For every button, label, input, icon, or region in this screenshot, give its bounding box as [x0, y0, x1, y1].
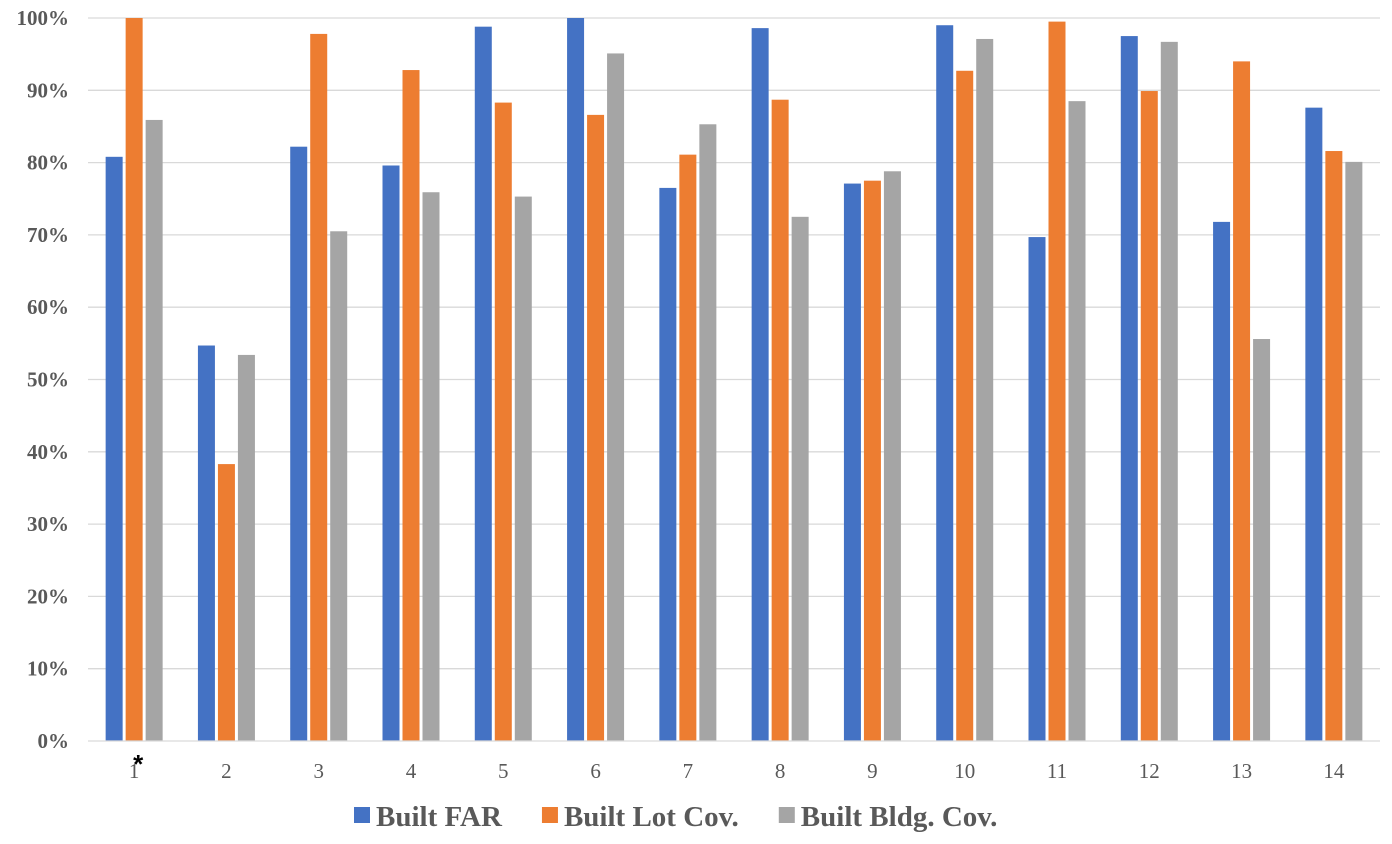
bar-built-far [1120, 36, 1138, 741]
x-tick-label: 8 [775, 759, 786, 783]
x-tick-label: 12 [1139, 759, 1160, 783]
bar-built-bldg-cov [514, 196, 532, 741]
legend-swatch [354, 807, 370, 823]
legend-label: Built Bldg. Cov. [801, 801, 998, 833]
x-tick-label: 11 [1047, 759, 1067, 783]
bar-built-lot-cov [679, 154, 697, 742]
y-tick-label: 30% [27, 512, 69, 536]
x-tick-label: 9 [867, 759, 878, 783]
bar-built-bldg-cov [330, 231, 348, 741]
bar-built-far [290, 146, 308, 742]
bar-built-bldg-cov [1160, 41, 1178, 741]
bar-built-far [936, 25, 954, 742]
x-tick-label: 13 [1231, 759, 1252, 783]
legend-swatch [778, 807, 795, 823]
legend: Built FAR Built Lot Cov. Built Bldg. Cov. [354, 801, 997, 833]
y-tick-label: 100% [17, 6, 70, 30]
x-tick-label: 1 [129, 759, 140, 783]
bar-built-far [474, 26, 492, 741]
x-tick-label: 2 [221, 759, 232, 783]
legend-swatch [541, 807, 558, 823]
x-tick-label: 6 [590, 759, 601, 783]
bar-built-far [1305, 107, 1323, 742]
bar-built-bldg-cov [145, 119, 163, 742]
x-tick-label: 14 [1323, 759, 1345, 783]
x-tick-label: 3 [313, 759, 324, 783]
bar-built-bldg-cov [237, 354, 255, 741]
legend-item: Built Bldg. Cov. [778, 801, 998, 833]
bar-built-far [751, 28, 769, 741]
legend-item: Built FAR [354, 801, 503, 833]
bar-built-far [659, 187, 677, 741]
bar-built-far [105, 156, 123, 742]
bar-built-far [1028, 237, 1046, 741]
bar-built-lot-cov [956, 70, 974, 742]
bar-built-lot-cov [1325, 151, 1343, 742]
gridlines [88, 17, 1380, 670]
bar-built-lot-cov [310, 33, 328, 741]
bar-built-bldg-cov [1068, 101, 1086, 741]
y-tick-label: 80% [27, 151, 69, 175]
bar-built-far [1213, 221, 1231, 742]
bar-built-lot-cov [1233, 61, 1251, 741]
bar-built-bldg-cov [1253, 339, 1271, 741]
bar-built-lot-cov [125, 18, 143, 741]
legend-item: Built Lot Cov. [541, 801, 739, 833]
y-axis: 0% 10% 20% 30% 40% 50% 60% 70% 80% 90% 100% [17, 6, 70, 753]
bar-built-lot-cov [494, 102, 512, 741]
bar-built-far [843, 183, 861, 741]
x-tick-label: 7 [683, 759, 694, 783]
x-tick-label: 4 [406, 759, 417, 783]
bars [105, 18, 1363, 742]
bar-built-lot-cov [771, 99, 789, 742]
bar-built-bldg-cov [699, 124, 717, 741]
bar-built-far [197, 345, 215, 741]
bar-built-bldg-cov [607, 53, 625, 741]
bar-built-lot-cov [402, 70, 420, 741]
x-axis: 1* 2 3 4 5 6 7 8 9 10 11 12 13 14 [129, 749, 1345, 783]
y-tick-label: 60% [27, 295, 69, 319]
bar-built-lot-cov [1140, 91, 1158, 741]
y-tick-label: 0% [38, 729, 70, 753]
y-tick-label: 70% [27, 223, 69, 247]
y-tick-label: 90% [27, 78, 69, 102]
y-tick-label: 50% [27, 368, 69, 392]
footnote-asterisk: * [133, 749, 144, 779]
x-tick-label: 10 [954, 759, 975, 783]
bar-built-bldg-cov [976, 38, 994, 742]
bar-built-bldg-cov [1345, 161, 1363, 741]
x-tick-label: 5 [498, 759, 509, 783]
bar-built-lot-cov [1048, 21, 1066, 742]
bar-built-bldg-cov [883, 171, 901, 741]
y-tick-label: 40% [27, 440, 69, 464]
bar-built-lot-cov [217, 464, 235, 741]
bar-built-bldg-cov [422, 192, 440, 742]
legend-label: Built Lot Cov. [564, 801, 739, 833]
y-tick-label: 10% [27, 657, 69, 681]
bar-built-lot-cov [863, 180, 881, 742]
bar-built-bldg-cov [791, 216, 809, 741]
y-tick-label: 20% [27, 584, 69, 608]
bar-built-far [382, 165, 400, 741]
bar-built-far [567, 18, 585, 741]
bar-built-lot-cov [587, 114, 605, 741]
legend-label: Built FAR [376, 801, 503, 833]
